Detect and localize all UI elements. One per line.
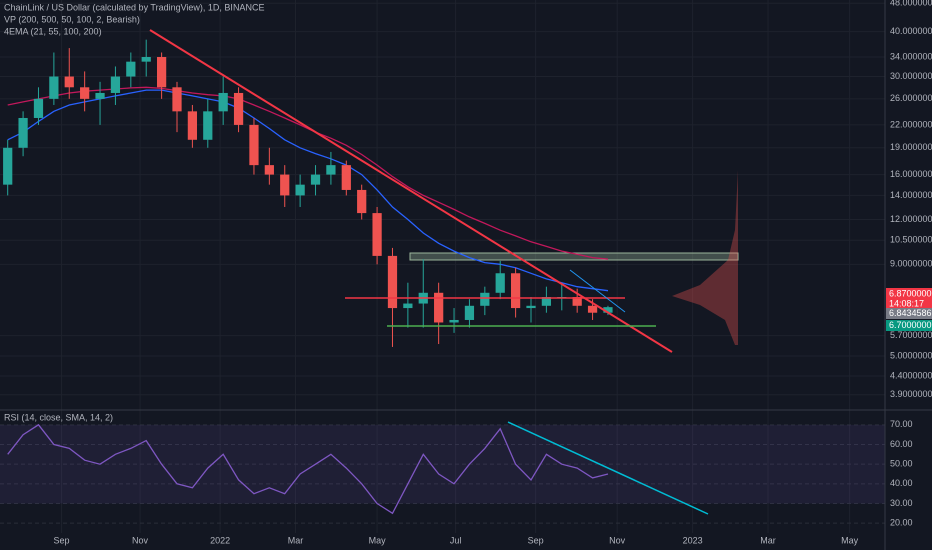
x-tick-label: 2023 (683, 535, 703, 545)
rsi-trendline (507, 421, 709, 515)
y-tick-label: 9.0000000 (890, 259, 932, 269)
indicator-label: VP (200, 500, 50, 100, 2, Bearish) (4, 14, 140, 24)
y-tick-label: 60.00 (890, 439, 913, 449)
y-tick-label: 4.4000000 (890, 370, 932, 380)
candle-body (187, 111, 198, 140)
rsi-band (0, 424, 885, 504)
y-tick-label: 50.00 (890, 459, 913, 469)
candle-body (295, 184, 305, 196)
candle-body (218, 92, 228, 112)
y-tick-label: 5.7000000 (890, 330, 932, 340)
candle-body (172, 87, 182, 112)
candle-body (33, 98, 44, 118)
x-tick-label: Nov (132, 535, 149, 545)
y-tick-label: 30.00 (890, 498, 913, 508)
candle-body (326, 165, 336, 175)
candle-body (603, 307, 613, 313)
countdown-label: 14:08:17 (889, 298, 924, 308)
x-tick-label: Sep (528, 535, 544, 545)
candle-body (233, 92, 244, 125)
candle-body (280, 174, 290, 196)
y-tick-label: 48.0000000 (890, 0, 932, 8)
y-tick-label: 70.00 (890, 419, 913, 429)
y-tick-label: 14.0000000 (890, 190, 932, 200)
ema-line (7, 86, 609, 260)
y-tick-label: 10.5000000 (890, 235, 932, 245)
candle-body (203, 111, 213, 140)
price-label: 6.7000000 (889, 320, 932, 330)
y-tick-label: 40.00 (890, 478, 913, 488)
candle-body (434, 292, 444, 323)
candle-body (95, 92, 105, 99)
x-tick-label: Mar (760, 535, 776, 545)
candle-body (3, 147, 13, 185)
grid (0, 0, 885, 533)
y-tick-label: 20.00 (890, 518, 913, 528)
candle-body (110, 76, 121, 93)
candle-body (141, 57, 151, 62)
candle-body (480, 292, 490, 306)
candle-body (126, 61, 136, 77)
y-tick-label: 16.0000000 (890, 169, 932, 179)
x-tick-label: Mar (288, 535, 304, 545)
candle-body (64, 76, 74, 88)
volume-profile (672, 170, 738, 345)
candle-body (403, 303, 413, 309)
price-box (886, 308, 932, 319)
indicator-label: 4EMA (21, 55, 100, 200) (4, 26, 102, 36)
x-tick-label: Nov (609, 535, 626, 545)
x-tick-label: May (369, 535, 387, 545)
y-tick-label: 19.0000000 (890, 142, 932, 152)
rsi-title: RSI (14, close, SMA, 14, 2) (4, 412, 113, 422)
price-label: 6.8434586 (889, 308, 932, 318)
ema-line (7, 89, 609, 292)
candle-body (387, 255, 398, 309)
last-price-box (886, 288, 932, 310)
candle-body (449, 319, 459, 323)
trendline-small (569, 269, 626, 313)
candle-body (264, 165, 274, 175)
candle-body (541, 296, 552, 306)
y-tick-label: 22.0000000 (890, 119, 932, 129)
candle-body (510, 273, 521, 309)
y-tick-label: 3.9000000 (890, 389, 932, 399)
y-tick-label: 5.0000000 (890, 350, 932, 360)
candle-body (49, 76, 59, 99)
candle-body (80, 87, 90, 99)
y-tick-label: 26.0000000 (890, 93, 932, 103)
price-label: 6.8700000 (889, 288, 932, 298)
candle-body (526, 305, 536, 309)
candle-body (495, 273, 505, 293)
x-tick-label: 2022 (210, 535, 230, 545)
x-tick-label: May (841, 535, 859, 545)
candle-body (464, 305, 475, 320)
chart-title: ChainLink / US Dollar (calculated by Tra… (4, 2, 264, 12)
candle-body (572, 296, 582, 306)
x-tick-label: Sep (54, 535, 70, 545)
candle-body (156, 57, 167, 88)
candle-body (341, 165, 351, 190)
support-price-box (886, 320, 932, 331)
y-tick-label: 34.0000000 (890, 51, 932, 61)
candle-body (310, 174, 321, 185)
candle-body (18, 117, 28, 148)
y-tick-label: 30.0000000 (890, 71, 932, 81)
marks (3, 39, 613, 515)
candle-body (357, 189, 367, 214)
y-tick-label: 12.0000000 (890, 214, 932, 224)
rsi-line (7, 423, 609, 515)
y-tick-label: 40.0000000 (890, 26, 932, 36)
candle-body (249, 124, 259, 166)
candle-body (372, 213, 382, 256)
candle-body (587, 305, 598, 313)
x-tick-label: Jul (450, 535, 462, 545)
